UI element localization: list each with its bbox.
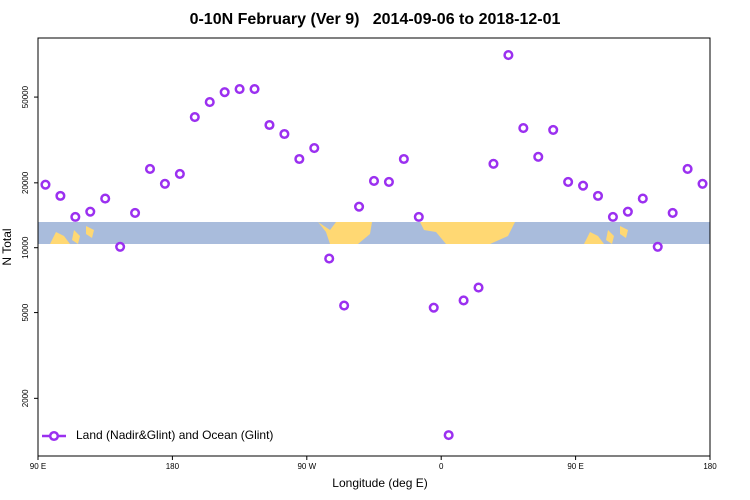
point xyxy=(607,211,618,222)
y-tick-label: 10000 xyxy=(21,236,30,259)
point xyxy=(70,211,81,222)
point xyxy=(354,201,365,212)
point xyxy=(637,193,648,204)
point xyxy=(294,153,305,165)
y-tick-label: 5000 xyxy=(21,303,30,321)
point xyxy=(174,168,185,179)
point xyxy=(40,179,51,190)
point xyxy=(219,87,230,98)
plot-frame xyxy=(37,37,711,457)
point xyxy=(234,83,245,95)
point xyxy=(518,123,529,134)
chart-title: 0-10N February (Ver 9) 2014-09-06 to 201… xyxy=(190,11,561,28)
x-tick-label: 180 xyxy=(166,462,180,471)
point xyxy=(204,97,215,108)
point xyxy=(697,178,708,189)
point xyxy=(443,430,454,441)
point xyxy=(249,83,260,95)
point xyxy=(622,206,633,217)
x-tick-label: 90 W xyxy=(297,462,316,471)
point xyxy=(264,119,275,131)
point xyxy=(548,124,559,135)
point xyxy=(473,282,484,293)
point xyxy=(279,128,290,140)
point xyxy=(652,241,663,252)
y-tick-label: 50000 xyxy=(21,85,30,108)
x-tick-label: 180 xyxy=(703,462,717,471)
point xyxy=(189,111,200,123)
point xyxy=(100,193,111,204)
point xyxy=(398,153,409,165)
legend-marker xyxy=(48,430,60,442)
point xyxy=(339,300,350,311)
x-tick-label: 90 E xyxy=(567,462,583,471)
point xyxy=(503,50,514,61)
x-tick-label: 0 xyxy=(439,462,444,471)
point xyxy=(428,302,439,313)
point xyxy=(578,180,589,191)
x-axis-label: Longitude (deg E) xyxy=(332,476,427,490)
point xyxy=(159,178,170,189)
point xyxy=(309,143,320,154)
y-tick-label: 2000 xyxy=(21,389,30,407)
legend-label: Land (Nadir&Glint) and Ocean (Glint) xyxy=(76,428,273,442)
point xyxy=(458,295,469,306)
point xyxy=(667,207,678,218)
point xyxy=(130,207,141,218)
y-axis-label: N Total xyxy=(0,228,14,265)
point xyxy=(682,163,693,174)
point xyxy=(533,151,544,162)
point xyxy=(383,176,394,187)
point xyxy=(144,163,156,174)
point xyxy=(115,241,126,252)
point xyxy=(324,253,335,264)
point xyxy=(85,206,96,217)
point xyxy=(488,158,499,169)
point xyxy=(592,190,604,201)
x-tick-label: 90 E xyxy=(30,462,46,471)
map-strip xyxy=(38,222,710,244)
point xyxy=(563,176,574,187)
point xyxy=(55,190,66,201)
point xyxy=(413,211,424,222)
point xyxy=(368,175,380,187)
y-tick-label: 20000 xyxy=(21,171,30,194)
